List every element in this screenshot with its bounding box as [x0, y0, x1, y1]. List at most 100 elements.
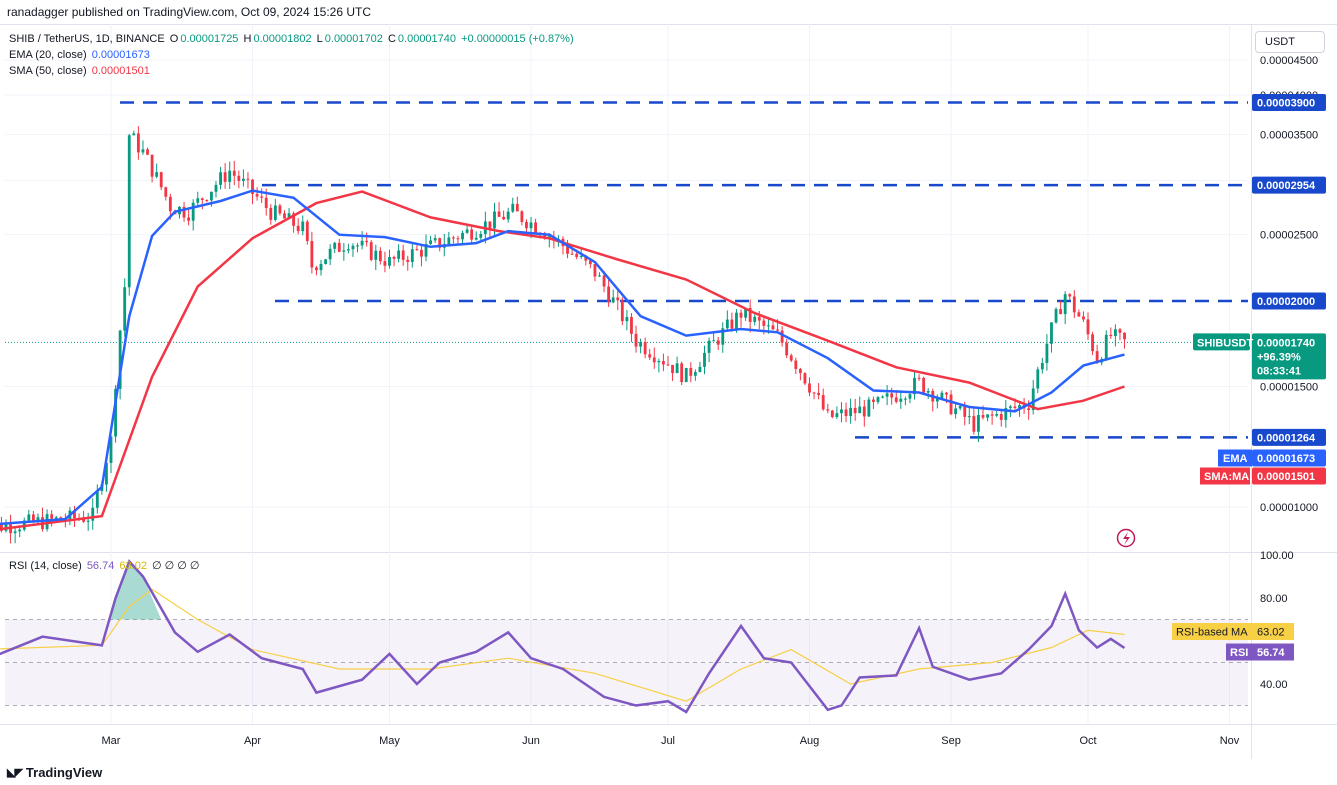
candle-body [105, 462, 108, 485]
tag-rsi-ma-text: 63.02 [1257, 627, 1285, 639]
candle-body [849, 407, 853, 417]
candle-body [200, 198, 204, 201]
tag-ema-label: EMA [1223, 453, 1248, 465]
candle-body [292, 213, 296, 226]
time-axis-label: May [379, 735, 400, 747]
rsi-tick-label: 40.00 [1260, 679, 1288, 691]
candle-body [31, 514, 35, 522]
candle-body [114, 388, 117, 437]
candle-body [762, 320, 766, 326]
candle-body [785, 342, 789, 356]
candle-body [876, 397, 880, 402]
candle-body [662, 361, 665, 365]
tag-level-3900-bg [1252, 94, 1326, 112]
candle-body [497, 211, 501, 217]
candle-body [981, 415, 985, 418]
tag-last-price-line-1: +96.39% [1257, 351, 1301, 363]
candle-body [1031, 388, 1035, 411]
candle-body [689, 367, 693, 376]
candle-body [474, 237, 478, 240]
tag-rsi-text: 56.74 [1257, 647, 1285, 659]
candle-body [150, 154, 154, 177]
candle-body [515, 203, 519, 212]
candle-body [493, 211, 496, 229]
tag-symbol-text: SHIBUSDT [1197, 337, 1254, 349]
tradingview-logo[interactable]: ◣◤ TradingView [7, 765, 102, 780]
candle-body [205, 200, 209, 202]
tag-last-price-line-2: 08:33:41 [1257, 365, 1301, 377]
candle-body [18, 529, 22, 532]
candle-body [808, 383, 811, 393]
candle-body [1013, 406, 1017, 408]
ema-line [0, 189, 1125, 526]
candle-body [328, 248, 332, 260]
candle-body [406, 259, 410, 262]
tag-rsi-label: RSI [1230, 647, 1248, 659]
candle-body [707, 340, 711, 353]
tag-rsi-bg [1252, 643, 1294, 661]
axes: Mar Apr May Jun Jul Aug Sep Oct Nov 0.00004500 0.0… [102, 55, 1319, 747]
tag-ema-text: 0.00001673 [1257, 453, 1315, 465]
tag-ema-bg [1252, 449, 1326, 467]
candle-body [141, 149, 145, 153]
candle-body [945, 392, 948, 395]
candle-body [356, 245, 359, 247]
candle-body [164, 187, 168, 197]
price-tick-label: 0.00002500 [1260, 230, 1318, 242]
low-label: L [316, 33, 323, 45]
tag-ema-label-bg [1218, 449, 1252, 467]
candle-body [13, 531, 17, 534]
candle-body [82, 518, 86, 522]
tag-last-price-bg [1252, 333, 1326, 380]
candle-body [648, 354, 652, 358]
currency-button[interactable]: USDT [1255, 31, 1325, 53]
ema-legend-value: 0.00001673 [91, 49, 150, 61]
time-axis-label: Jun [522, 735, 540, 747]
candle-body [716, 340, 720, 345]
grid-lines [0, 24, 1337, 759]
candle-body [913, 377, 916, 395]
time-axis-label: Oct [1079, 735, 1096, 747]
candle-body [438, 238, 442, 248]
chart-svg[interactable]: Mar Apr May Jun Jul Aug Sep Oct Nov 0.00004500 0.0… [0, 24, 1337, 759]
ema-legend: EMA (20, close) 0.00001673 [9, 47, 152, 64]
sma-line [0, 190, 1125, 531]
candle-body [949, 394, 953, 415]
candle-body [27, 514, 31, 521]
horizontal-levels [5, 101, 1248, 439]
moving-averages [0, 189, 1125, 531]
candle-body [237, 175, 241, 181]
candle-body [210, 191, 213, 201]
candle-body [798, 368, 802, 374]
candle-body [310, 240, 314, 268]
candle-body [529, 222, 533, 229]
rsi-ma-legend-value: 63.02 [119, 560, 147, 572]
symbol-label: SHIB / TetherUS, 1D, BINANCE [9, 33, 165, 45]
tag-sma-text: 0.00001501 [1257, 471, 1315, 483]
candle-body [995, 414, 999, 416]
tag-rsi-ma-bg [1252, 623, 1294, 641]
candle-body [397, 250, 401, 259]
candle-body [456, 238, 460, 240]
candle-body [123, 287, 127, 331]
candle-body [972, 416, 976, 432]
candle-body [324, 259, 327, 264]
candle-body [506, 211, 510, 220]
candle-body [451, 237, 455, 239]
candle-body [534, 222, 537, 234]
candle-body [420, 249, 423, 257]
candle-body [278, 205, 282, 214]
rsi-ma-line [0, 588, 1125, 702]
candle-body [109, 436, 113, 463]
candle-body [95, 490, 99, 508]
candle-body [593, 264, 597, 277]
ohlc-legend: SHIB / TetherUS, 1D, BINANCE O 0.00001725… [9, 31, 576, 48]
candle-body [680, 363, 684, 383]
candle-body [283, 213, 286, 219]
candle-body [146, 149, 149, 155]
candle-body [461, 232, 464, 240]
publisher-line: ranadagger published on TradingView.com,… [7, 5, 372, 19]
candle-body [652, 357, 656, 363]
candle-body [858, 406, 862, 414]
candle-body [1027, 408, 1031, 411]
